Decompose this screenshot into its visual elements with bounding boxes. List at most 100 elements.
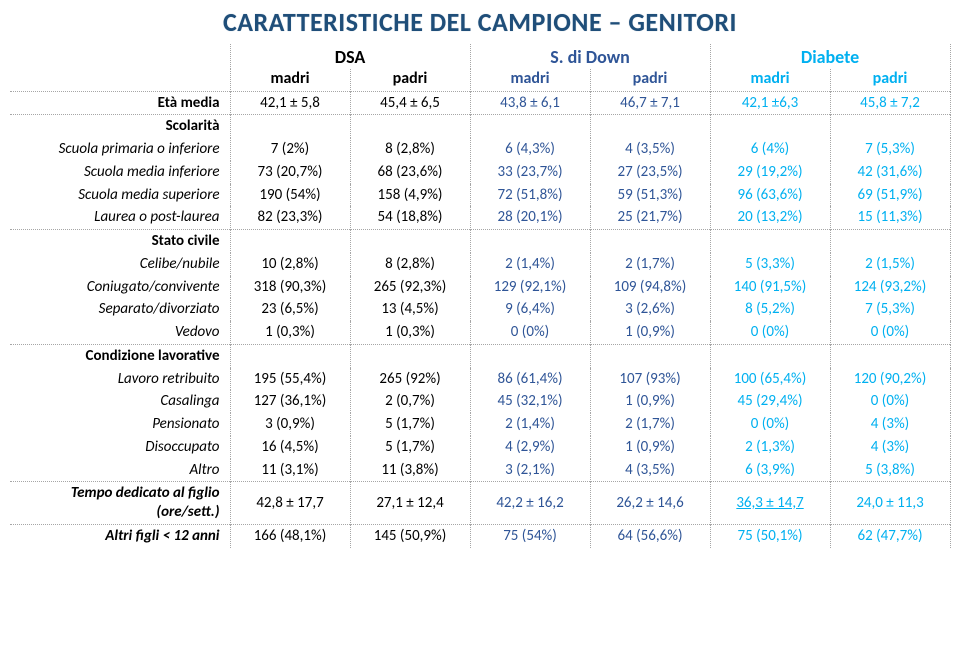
row-label: Coniugato/convivente <box>10 276 230 299</box>
table-row: Celibe/nubile 10 (2,8%) 8 (2,8%) 2 (1,4%… <box>10 253 950 276</box>
row-label: Pensionato <box>10 413 230 436</box>
cell: 42,1 ±6,3 <box>710 91 830 115</box>
cell: 33 (23,7%) <box>470 161 590 184</box>
cell: 140 (91,5%) <box>710 276 830 299</box>
cell: 1 (0,9%) <box>590 390 710 413</box>
cell-empty <box>710 230 830 253</box>
cell: 9 (6,4%) <box>470 298 590 321</box>
section-statocivile-header: Stato civile <box>10 230 950 253</box>
cell: 11 (3,8%) <box>350 459 470 482</box>
cell: 10 (2,8%) <box>230 253 350 276</box>
row-altri-figli: Altri figli < 12 anni 166 (48,1%) 145 (5… <box>10 524 950 547</box>
row-label: Celibe/nubile <box>10 253 230 276</box>
cell: 265 (92%) <box>350 368 470 391</box>
cell: 5 (3,8%) <box>830 459 950 482</box>
row-label: Vedovo <box>10 321 230 344</box>
cell-empty <box>470 115 590 138</box>
cell: 190 (54%) <box>230 184 350 207</box>
cell: 26,2 ± 14,6 <box>590 482 710 525</box>
cell: 2 (1,4%) <box>470 413 590 436</box>
cell: 75 (50,1%) <box>710 524 830 547</box>
section-label: Condizione lavorative <box>10 344 230 367</box>
cell: 15 (11,3%) <box>830 206 950 229</box>
cell-empty <box>830 230 950 253</box>
cell-empty <box>590 344 710 367</box>
cell: 2 (0,7%) <box>350 390 470 413</box>
cell: 124 (93,2%) <box>830 276 950 299</box>
cell: 5 (1,7%) <box>350 413 470 436</box>
cell: 3 (0,9%) <box>230 413 350 436</box>
row-label: Casalinga <box>10 390 230 413</box>
table-row: Altro 11 (3,1%) 11 (3,8%) 3 (2,1%) 4 (3,… <box>10 459 950 482</box>
cell-empty <box>710 115 830 138</box>
cell: 0 (0%) <box>470 321 590 344</box>
row-label: Scuola media superiore <box>10 184 230 207</box>
row-label-l2: (ore/sett.) <box>156 503 219 521</box>
cell: 166 (48,1%) <box>230 524 350 547</box>
cell: 16 (4,5%) <box>230 436 350 459</box>
cell-empty <box>590 115 710 138</box>
row-label: Età media <box>10 91 230 115</box>
row-label: Lavoro retribuito <box>10 368 230 391</box>
table-row: Scuola primaria o inferiore 7 (2%) 8 (2,… <box>10 138 950 161</box>
header-empty <box>10 44 230 69</box>
cell: 29 (19,2%) <box>710 161 830 184</box>
row-label: Scuola primaria o inferiore <box>10 138 230 161</box>
cell: 64 (56,6%) <box>590 524 710 547</box>
cell-empty <box>710 344 830 367</box>
cell: 2 (1,3%) <box>710 436 830 459</box>
cell: 75 (54%) <box>470 524 590 547</box>
cell: 0 (0%) <box>710 413 830 436</box>
cell: 3 (2,1%) <box>470 459 590 482</box>
cell: 86 (61,4%) <box>470 368 590 391</box>
table-row: Lavoro retribuito 195 (55,4%) 265 (92%) … <box>10 368 950 391</box>
cell-empty <box>470 344 590 367</box>
header-sub: madri <box>710 69 830 92</box>
cell-empty <box>230 115 350 138</box>
cell: 42,8 ± 17,7 <box>230 482 350 525</box>
header-sub-row: madri padri madri padri madri padri <box>10 69 950 92</box>
cell-empty <box>350 230 470 253</box>
cell: 42,1 ± 5,8 <box>230 91 350 115</box>
cell-empty <box>230 344 350 367</box>
cell: 24,0 ± 11,3 <box>830 482 950 525</box>
cell: 68 (23,6%) <box>350 161 470 184</box>
cell: 23 (6,5%) <box>230 298 350 321</box>
cell-empty <box>350 344 470 367</box>
cell: 7 (2%) <box>230 138 350 161</box>
cell: 45,4 ± 6,5 <box>350 91 470 115</box>
cell: 1 (0,9%) <box>590 436 710 459</box>
cell: 6 (4,3%) <box>470 138 590 161</box>
cell: 2 (1,7%) <box>590 413 710 436</box>
cell: 4 (3%) <box>830 436 950 459</box>
cell: 120 (90,2%) <box>830 368 950 391</box>
cell: 145 (50,9%) <box>350 524 470 547</box>
cell: 129 (92,1%) <box>470 276 590 299</box>
cell: 8 (2,8%) <box>350 138 470 161</box>
cell: 4 (3%) <box>830 413 950 436</box>
row-tempo: Tempo dedicato al figlio (ore/sett.) 42,… <box>10 482 950 525</box>
cell: 5 (1,7%) <box>350 436 470 459</box>
cell-empty <box>830 344 950 367</box>
section-label: Stato civile <box>10 230 230 253</box>
cell: 5 (3,3%) <box>710 253 830 276</box>
cell: 45 (32,1%) <box>470 390 590 413</box>
row-eta-media: Età media 42,1 ± 5,8 45,4 ± 6,5 43,8 ± 6… <box>10 91 950 115</box>
cell: 59 (51,3%) <box>590 184 710 207</box>
cell: 46,7 ± 7,1 <box>590 91 710 115</box>
header-sub: padri <box>350 69 470 92</box>
cell-empty <box>830 115 950 138</box>
cell: 1 (0,3%) <box>350 321 470 344</box>
header-sub: madri <box>230 69 350 92</box>
cell: 25 (21,7%) <box>590 206 710 229</box>
row-label-l1: Tempo dedicato al figlio <box>71 484 220 502</box>
header-sub-empty <box>10 69 230 92</box>
cell: 3 (2,6%) <box>590 298 710 321</box>
section-lavoro-header: Condizione lavorative <box>10 344 950 367</box>
section-scolarita-header: Scolarità <box>10 115 950 138</box>
cell: 1 (0,9%) <box>590 321 710 344</box>
row-label: Altri figli < 12 anni <box>10 524 230 547</box>
section-label: Scolarità <box>10 115 230 138</box>
cell: 62 (47,7%) <box>830 524 950 547</box>
cell: 7 (5,3%) <box>830 138 950 161</box>
